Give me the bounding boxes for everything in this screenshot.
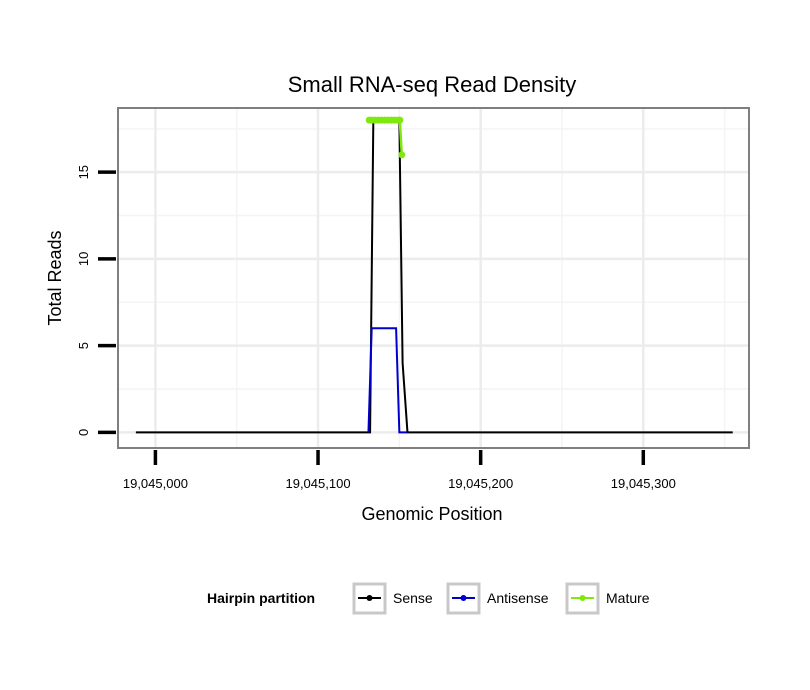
- legend-dot-mature: [579, 595, 586, 601]
- x-axis: 19,045,000 19,045,100 19,045,200 19,045,300: [123, 450, 676, 491]
- y-tick-label-0: 0: [76, 429, 91, 436]
- point-mature-11: [398, 151, 406, 159]
- x-axis-label: Genomic Position: [361, 504, 502, 524]
- legend-label-mature: Mature: [606, 590, 650, 606]
- legend-entry-mature: Mature: [565, 582, 650, 615]
- x-tick-label-2: 19,045,200: [448, 476, 513, 491]
- chart-title: Small RNA-seq Read Density: [288, 72, 577, 97]
- legend-dot-antisense: [460, 595, 467, 601]
- legend-label-antisense: Antisense: [487, 590, 549, 606]
- y-tick-label-3: 15: [76, 165, 91, 179]
- y-axis-label: Total Reads: [45, 230, 65, 325]
- legend: Hairpin partition Sense Antisense Mature: [207, 582, 650, 615]
- legend-entry-antisense: Antisense: [446, 582, 549, 615]
- plot-panel: [117, 107, 750, 449]
- y-tick-label-2: 10: [76, 252, 91, 266]
- legend-title: Hairpin partition: [207, 590, 315, 606]
- legend-dot-sense: [366, 595, 373, 601]
- series-layer: [135, 116, 733, 434]
- legend-label-sense: Sense: [393, 590, 433, 606]
- x-tick-label-1: 19,045,100: [285, 476, 350, 491]
- x-tick-label-3: 19,045,300: [611, 476, 676, 491]
- point-mature-10: [396, 116, 404, 124]
- legend-entry-sense: Sense: [352, 582, 433, 615]
- y-axis: 0 5 10 15: [76, 165, 116, 436]
- y-tick-label-1: 5: [76, 342, 91, 349]
- x-tick-label-0: 19,045,000: [123, 476, 188, 491]
- series-line-antisense: [367, 327, 408, 434]
